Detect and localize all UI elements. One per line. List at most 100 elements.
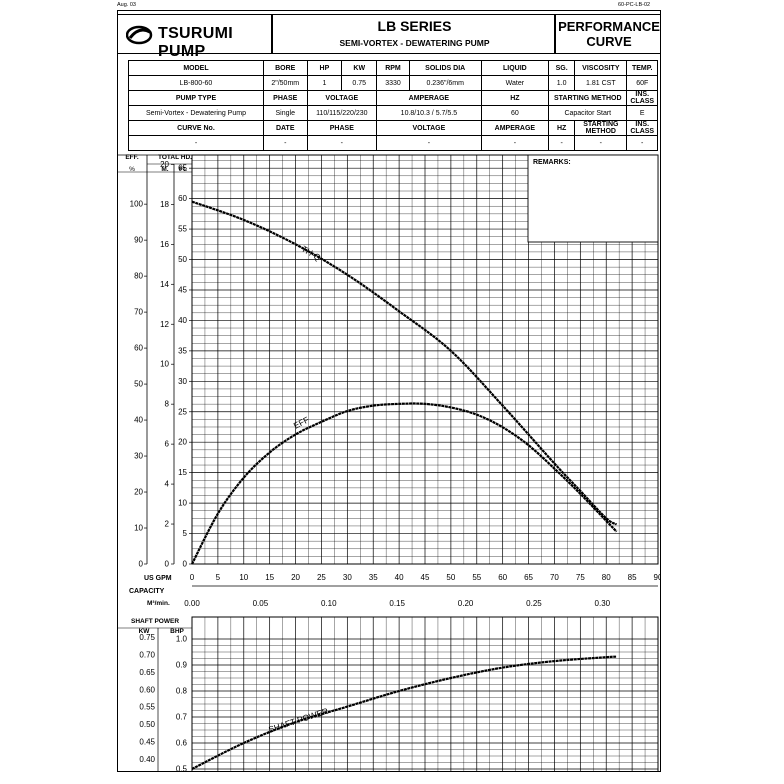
plot-border bbox=[191, 154, 659, 565]
ft-tick-label: 25 bbox=[178, 407, 187, 416]
val-model: LB-800-60 bbox=[128, 75, 264, 91]
gpm-tick-label: 20 bbox=[291, 573, 300, 582]
bhp-tick-label: 0.9 bbox=[176, 661, 188, 670]
eff-tick-label: 20 bbox=[134, 488, 143, 497]
val-date: - bbox=[262, 135, 308, 151]
spec-table: MODEL BORE HP KW RPM SOLIDS DIA LIQUID S… bbox=[128, 60, 658, 151]
capacity-tick-label: 0.15 bbox=[389, 599, 405, 608]
ft-tick-label: 50 bbox=[178, 255, 187, 264]
val-liquid: Water bbox=[480, 75, 550, 91]
kw-tick-label: 0.45 bbox=[139, 738, 155, 747]
hdr-hp: HP bbox=[306, 60, 343, 76]
m-tick-label: 6 bbox=[165, 440, 170, 449]
ft-unit: Ft. bbox=[179, 166, 187, 173]
spec-row-2-values: Semi-Vortex - Dewatering Pump Single 110… bbox=[128, 105, 658, 121]
m-tick-label: 18 bbox=[160, 200, 169, 209]
capacity-label: CAPACITY bbox=[129, 588, 165, 595]
kw-tick-label: 0.60 bbox=[139, 685, 155, 694]
gpm-tick-label: 30 bbox=[343, 573, 352, 582]
shaft-power-header: SHAFT POWER bbox=[131, 618, 179, 625]
gpm-tick-label: 80 bbox=[602, 573, 611, 582]
ft-tick-label: 5 bbox=[183, 529, 188, 538]
hdr-voltage: VOLTAGE bbox=[306, 90, 378, 106]
kw-tick-label: 0.75 bbox=[139, 633, 155, 642]
performance-chart: EFF. % TOTAL HD. M. Ft. REMARKS: US GPM … bbox=[117, 154, 661, 608]
kw-tick-label: 0.55 bbox=[139, 703, 155, 712]
eff-tick-label: 10 bbox=[134, 524, 143, 533]
eff-tick-label: 60 bbox=[134, 344, 143, 353]
shaft-power-label: SHAFT POWER bbox=[267, 706, 329, 735]
ft-tick-label: 40 bbox=[178, 316, 187, 325]
gpm-tick-label: 65 bbox=[524, 573, 533, 582]
m-tick-label: 16 bbox=[160, 240, 169, 249]
ft-tick-label: 60 bbox=[178, 194, 187, 203]
bhp-tick-label: 0.7 bbox=[176, 713, 188, 722]
hdr-voltage-2: VOLTAGE bbox=[376, 120, 482, 136]
power-border bbox=[191, 616, 659, 772]
val-ins-2: - bbox=[626, 135, 658, 151]
m-tick-label: 4 bbox=[165, 480, 170, 489]
hdr-rpm: RPM bbox=[376, 60, 410, 76]
shaft-power-chart: SHAFT POWER KW BHP 0.5 0.6 0.7 0.8 0.9 1.0 0.4… bbox=[117, 616, 659, 772]
gpm-tick-label: 0 bbox=[190, 573, 195, 582]
kw-tick-label: 0.70 bbox=[139, 650, 155, 659]
hdr-viscosity: VISCOSITY bbox=[574, 60, 628, 76]
spec-row-1-values: LB-800-60 2"/50mm 1 0.75 3330 0.236"/6mm… bbox=[128, 75, 658, 91]
kw-tick-label: 0.50 bbox=[139, 720, 155, 729]
val-phase-2: - bbox=[306, 135, 378, 151]
val-pump-type: Semi-Vortex - Dewatering Pump bbox=[128, 105, 264, 121]
bhp-tick-label: 1.0 bbox=[176, 635, 188, 644]
perf-title-1: PERFORMANCE bbox=[558, 19, 660, 34]
capacity-tick-label: 0.00 bbox=[184, 599, 200, 608]
gpm-tick-label: 10 bbox=[239, 573, 248, 582]
m-unit: M. bbox=[161, 166, 168, 173]
hdr-date: DATE bbox=[262, 120, 308, 136]
hdr-ins-2: INS. CLASS bbox=[626, 120, 658, 136]
us-gpm-label: US GPM bbox=[144, 575, 172, 582]
hdr-bore: BORE bbox=[262, 60, 308, 76]
shaft-power-curve bbox=[191, 655, 617, 770]
ft-tick-label: 0 bbox=[183, 560, 188, 569]
val-voltage: 110/115/220/230 bbox=[306, 105, 378, 121]
gpm-tick-label: 50 bbox=[446, 573, 455, 582]
m-tick-label: 20 bbox=[160, 160, 169, 169]
val-sg: 1.0 bbox=[548, 75, 576, 91]
ft-tick-label: 15 bbox=[178, 468, 187, 477]
perf-title-2: CURVE bbox=[586, 34, 632, 49]
gpm-tick-label: 55 bbox=[472, 573, 481, 582]
hdr-phase: PHASE bbox=[262, 90, 308, 106]
capacity-tick-label: 0.20 bbox=[458, 599, 474, 608]
date-code: Aug. 03 bbox=[117, 2, 136, 8]
hdr-starting-2: STARTING METHOD bbox=[574, 120, 628, 136]
bhp-tick-label: 0.8 bbox=[176, 687, 188, 696]
m-tick-label: 12 bbox=[160, 320, 169, 329]
val-bore: 2"/50mm bbox=[262, 75, 308, 91]
m-tick-label: 0 bbox=[165, 560, 170, 569]
series-subtitle: SEMI-VORTEX - DEWATERING PUMP bbox=[339, 38, 490, 48]
hdr-kw: KW bbox=[341, 60, 378, 76]
eff-tick-label: 50 bbox=[134, 380, 143, 389]
spec-row-2-headers: PUMP TYPE PHASE VOLTAGE AMPERAGE HZ STAR… bbox=[128, 90, 658, 106]
spec-row-3-headers: CURVE No. DATE PHASE VOLTAGE AMPERAGE HZ… bbox=[128, 120, 658, 136]
val-phase: Single bbox=[262, 105, 308, 121]
series-box: LB SERIES SEMI-VORTEX - DEWATERING PUMP bbox=[272, 14, 555, 54]
m3min-label: M³/min. bbox=[147, 600, 170, 607]
val-ins: E bbox=[626, 105, 658, 121]
th-q-curve bbox=[191, 200, 618, 526]
eff-unit: % bbox=[129, 166, 135, 173]
ft-tick-label: 45 bbox=[178, 285, 187, 294]
hdr-hz-2: HZ bbox=[548, 120, 576, 136]
val-starting-2: - bbox=[574, 135, 628, 151]
ft-tick-label: 35 bbox=[178, 346, 187, 355]
capacity-tick-label: 0.10 bbox=[321, 599, 337, 608]
capacity-tick-label: 0.25 bbox=[526, 599, 542, 608]
gpm-tick-label: 35 bbox=[369, 573, 378, 582]
eff-tick-label: 100 bbox=[130, 200, 144, 209]
gpm-tick-label: 25 bbox=[317, 573, 326, 582]
eff-tick-label: 0 bbox=[139, 560, 144, 569]
gpm-tick-label: 60 bbox=[498, 573, 507, 582]
eff-tick-label: 70 bbox=[134, 308, 143, 317]
m-tick-label: 10 bbox=[160, 360, 169, 369]
gpm-tick-label: 40 bbox=[395, 573, 404, 582]
kw-unit: KW bbox=[139, 628, 151, 635]
